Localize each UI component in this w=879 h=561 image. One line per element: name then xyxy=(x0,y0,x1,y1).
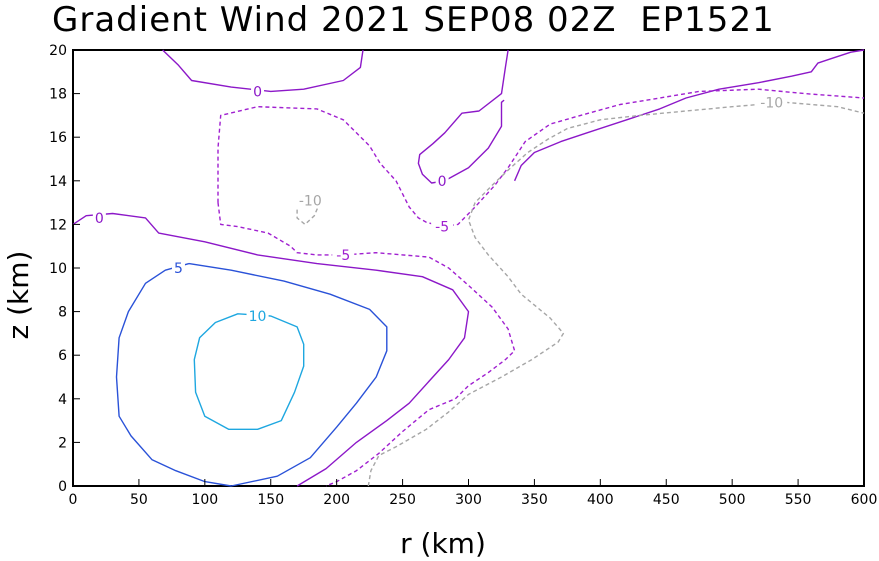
contour-label-bg xyxy=(92,208,106,226)
y-tick-label: 14 xyxy=(49,174,67,190)
y-tick-label: 2 xyxy=(58,435,67,451)
chart-title: Gradient Wind 2021 SEP08 02Z EP1521 xyxy=(52,0,775,40)
x-tick-label: 550 xyxy=(785,492,812,508)
contour-label: -5 xyxy=(336,248,350,264)
x-tick-label: 300 xyxy=(455,492,482,508)
x-tick-label: 400 xyxy=(587,492,614,508)
contour-line-0 xyxy=(162,49,364,93)
contour-line-5 xyxy=(115,262,388,487)
contour-label: 0 xyxy=(253,84,262,100)
y-tick-label: 12 xyxy=(49,217,67,233)
y-tick-label: 16 xyxy=(49,130,67,146)
contour-layer: 10 5 0 0 0 -5 -5 -10 -10 xyxy=(72,49,865,487)
y-tick-label: 8 xyxy=(58,305,67,321)
contour-label-bg xyxy=(756,93,788,111)
x-tick-label: 350 xyxy=(521,492,548,508)
contour-label: 5 xyxy=(174,261,183,277)
x-tick-label: 500 xyxy=(719,492,746,508)
contour-label-bg xyxy=(171,259,185,276)
y-tick-label: 6 xyxy=(58,348,67,364)
plot-frame xyxy=(72,49,865,487)
x-tick-label: 150 xyxy=(257,492,284,508)
x-tick-label: 50 xyxy=(130,492,148,508)
contour-label-bg xyxy=(431,217,454,235)
contour-label: 10 xyxy=(249,309,267,325)
contour-label: 0 xyxy=(95,211,104,227)
contour-line--5 xyxy=(217,202,516,487)
contour-line-0 xyxy=(417,49,509,184)
y-axis-title: z (km) xyxy=(2,251,35,340)
x-tick-label: 250 xyxy=(389,492,416,508)
y-tick-label: 0 xyxy=(58,479,67,495)
x-tick-label: 450 xyxy=(653,492,680,508)
contour-label: -10 xyxy=(760,95,783,111)
contour-label-bg xyxy=(251,82,265,100)
contour-label-bg xyxy=(435,171,449,189)
contour-line-0 xyxy=(513,49,865,182)
contour-label-bg xyxy=(332,245,355,263)
contour-label: 0 xyxy=(438,174,447,190)
contour-line-0 xyxy=(72,212,470,487)
y-tick-label: 20 xyxy=(49,43,67,59)
x-tick-label: 600 xyxy=(851,492,878,508)
contour-line--10 xyxy=(367,101,865,487)
contour-label-bg xyxy=(294,191,326,209)
x-tick-label: 200 xyxy=(323,492,350,508)
y-tick-label: 10 xyxy=(49,261,67,277)
axis-ticks: 0 50 100 150 200 250 300 350 400 450 500 550 6000246… xyxy=(49,43,877,508)
contour-label-bg xyxy=(246,306,269,324)
x-tick-label: 0 xyxy=(69,492,78,508)
x-tick-label: 100 xyxy=(191,492,218,508)
y-tick-label: 18 xyxy=(49,87,67,103)
y-tick-label: 4 xyxy=(58,392,67,408)
x-axis-title: r (km) xyxy=(400,527,486,560)
contour-line-10 xyxy=(193,313,305,430)
contour-label: -10 xyxy=(299,193,322,209)
contour-line--5 xyxy=(217,88,865,228)
contour-label: -5 xyxy=(435,220,449,236)
